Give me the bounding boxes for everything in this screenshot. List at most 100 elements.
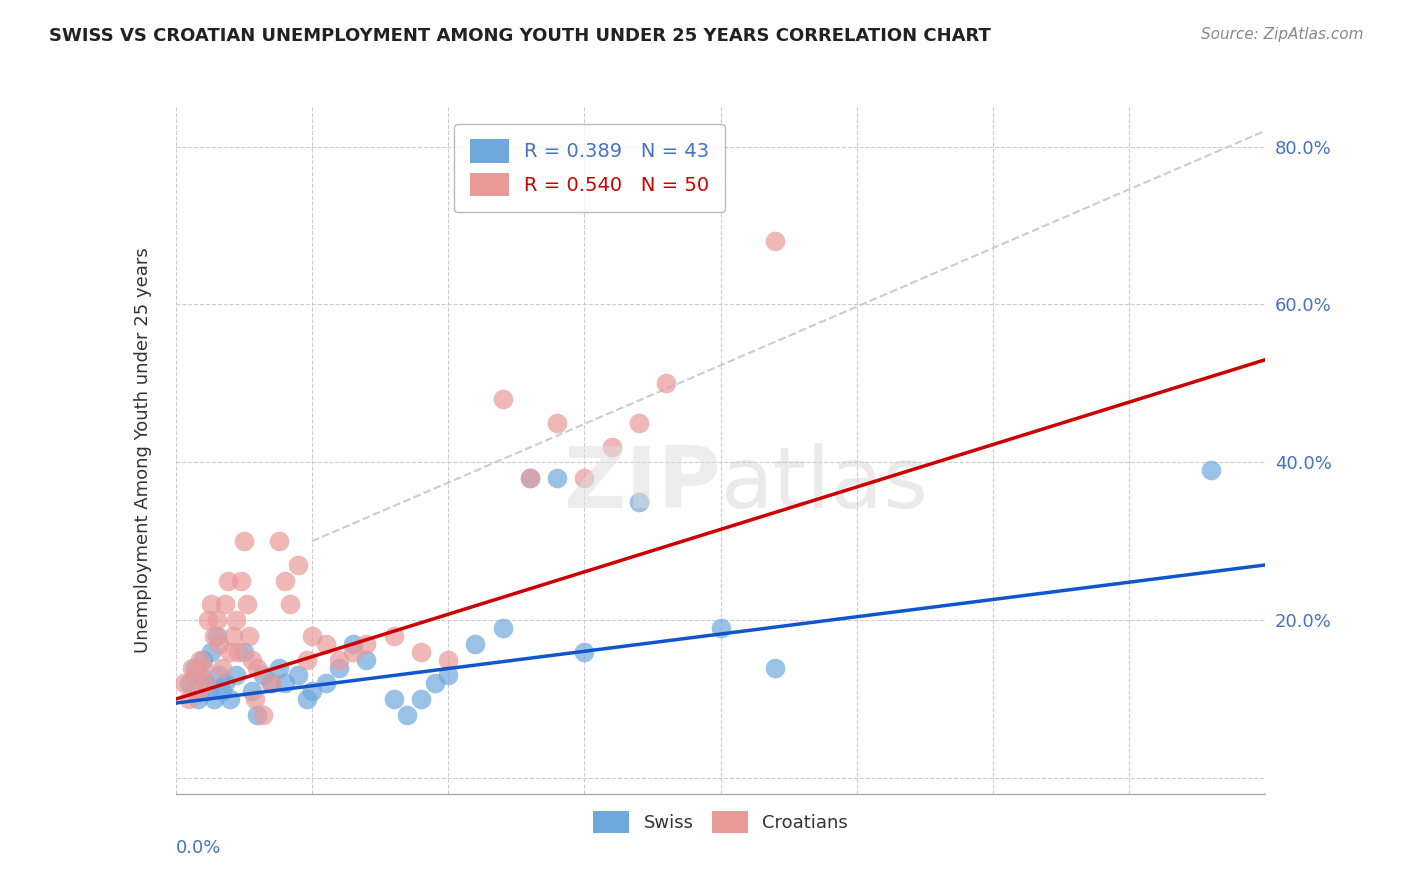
- Point: [492, 392, 515, 406]
- Legend: Swiss, Croatians: Swiss, Croatians: [586, 804, 855, 839]
- Point: [232, 534, 254, 549]
- Point: [492, 621, 515, 635]
- Point: [214, 598, 236, 612]
- Point: [278, 598, 301, 612]
- Point: [287, 668, 309, 682]
- Point: [269, 660, 291, 674]
- Y-axis label: Unemployment Among Youth under 25 years: Unemployment Among Youth under 25 years: [134, 248, 152, 653]
- Text: atlas: atlas: [721, 443, 928, 526]
- Point: [574, 471, 596, 485]
- Point: [328, 653, 350, 667]
- Point: [437, 668, 460, 682]
- Text: SWISS VS CROATIAN UNEMPLOYMENT AMONG YOUTH UNDER 25 YEARS CORRELATION CHART: SWISS VS CROATIAN UNEMPLOYMENT AMONG YOU…: [49, 27, 991, 45]
- Point: [186, 684, 209, 698]
- Point: [202, 629, 225, 643]
- Point: [274, 676, 297, 690]
- Point: [655, 376, 678, 391]
- Text: 0.0%: 0.0%: [176, 838, 221, 856]
- Point: [205, 629, 228, 643]
- Point: [328, 660, 350, 674]
- Point: [186, 692, 209, 706]
- Point: [191, 660, 214, 674]
- Point: [342, 645, 364, 659]
- Point: [246, 660, 269, 674]
- Point: [179, 692, 201, 706]
- Point: [222, 629, 245, 643]
- Point: [252, 668, 274, 682]
- Point: [396, 707, 419, 722]
- Point: [240, 653, 263, 667]
- Point: [260, 676, 283, 690]
- Text: Source: ZipAtlas.com: Source: ZipAtlas.com: [1201, 27, 1364, 42]
- Point: [243, 692, 266, 706]
- Point: [252, 707, 274, 722]
- Point: [173, 676, 195, 690]
- Point: [260, 676, 283, 690]
- Point: [211, 660, 233, 674]
- Point: [382, 629, 405, 643]
- Point: [342, 637, 364, 651]
- Point: [200, 598, 222, 612]
- Point: [197, 684, 219, 698]
- Point: [191, 653, 214, 667]
- Point: [200, 645, 222, 659]
- Point: [409, 692, 432, 706]
- Point: [409, 645, 432, 659]
- Point: [356, 653, 378, 667]
- Point: [519, 471, 541, 485]
- Point: [269, 534, 291, 549]
- Point: [219, 692, 242, 706]
- Point: [301, 629, 323, 643]
- Point: [181, 660, 204, 674]
- Point: [208, 637, 231, 651]
- Point: [710, 621, 733, 635]
- Point: [423, 676, 446, 690]
- Point: [546, 471, 568, 485]
- Point: [574, 645, 596, 659]
- Point: [600, 440, 623, 454]
- Point: [627, 416, 650, 430]
- Point: [194, 676, 217, 690]
- Point: [231, 574, 253, 588]
- Point: [464, 637, 486, 651]
- Point: [225, 668, 247, 682]
- Point: [295, 692, 318, 706]
- Point: [208, 668, 231, 682]
- Point: [240, 684, 263, 698]
- Point: [184, 660, 207, 674]
- Point: [235, 598, 257, 612]
- Point: [315, 676, 337, 690]
- Point: [519, 471, 541, 485]
- Point: [202, 692, 225, 706]
- Point: [188, 668, 211, 682]
- Point: [217, 574, 239, 588]
- Point: [232, 645, 254, 659]
- Point: [238, 629, 260, 643]
- Point: [295, 653, 318, 667]
- Point: [382, 692, 405, 706]
- Point: [179, 676, 201, 690]
- Point: [211, 684, 233, 698]
- Point: [194, 676, 217, 690]
- Point: [274, 574, 297, 588]
- Point: [219, 645, 242, 659]
- Point: [188, 653, 211, 667]
- Point: [437, 653, 460, 667]
- Point: [356, 637, 378, 651]
- Text: ZIP: ZIP: [562, 443, 721, 526]
- Point: [228, 645, 250, 659]
- Point: [546, 416, 568, 430]
- Point: [197, 613, 219, 627]
- Point: [184, 668, 207, 682]
- Point: [763, 234, 786, 248]
- Point: [627, 495, 650, 509]
- Point: [225, 613, 247, 627]
- Point: [214, 676, 236, 690]
- Point: [301, 684, 323, 698]
- Point: [1199, 463, 1222, 477]
- Point: [205, 613, 228, 627]
- Point: [315, 637, 337, 651]
- Point: [287, 558, 309, 572]
- Point: [246, 707, 269, 722]
- Point: [763, 660, 786, 674]
